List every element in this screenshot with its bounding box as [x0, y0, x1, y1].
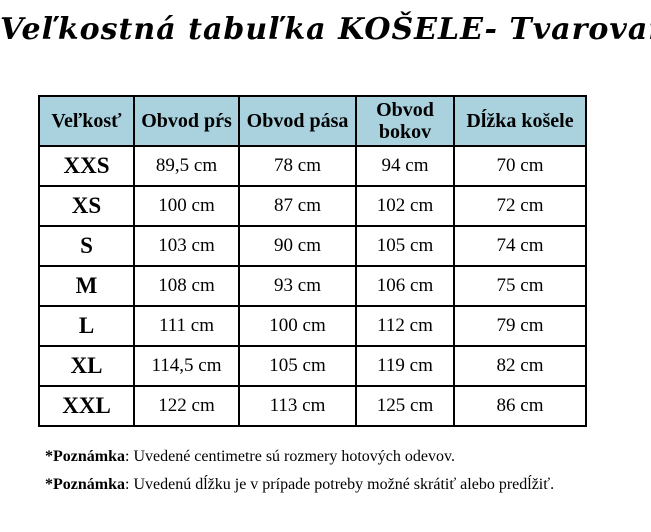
- waist-cell: 100 cm: [238, 305, 357, 347]
- note-line: *Poznámka: Uvedenú dĺžku je v prípade po…: [45, 471, 554, 499]
- note-text: : Uvedené centimetre sú rozmery hotových…: [125, 448, 455, 465]
- length-cell: 70 cm: [453, 145, 587, 187]
- waist-cell: 90 cm: [238, 225, 357, 267]
- chest-cell: 122 cm: [133, 385, 240, 427]
- length-cell: 74 cm: [453, 225, 587, 267]
- note-label: *Poznámka: [45, 448, 125, 465]
- table-row: M 108 cm 93 cm 106 cm 75 cm: [38, 265, 587, 307]
- hips-cell: 106 cm: [355, 265, 455, 307]
- waist-cell: 105 cm: [238, 345, 357, 387]
- size-cell: S: [38, 225, 135, 267]
- hips-cell: 94 cm: [355, 145, 455, 187]
- waist-cell: 78 cm: [238, 145, 357, 187]
- chest-cell: 103 cm: [133, 225, 240, 267]
- length-cell: 82 cm: [453, 345, 587, 387]
- size-table: Veľkosť Obvod pŕs Obvod pása Obvod bokov…: [38, 95, 587, 427]
- column-header-chest: Obvod pŕs: [133, 95, 240, 147]
- chest-cell: 108 cm: [133, 265, 240, 307]
- size-cell: M: [38, 265, 135, 307]
- note-text: : Uvedenú dĺžku je v prípade potreby mož…: [125, 476, 555, 493]
- size-cell: XXS: [38, 145, 135, 187]
- waist-cell: 93 cm: [238, 265, 357, 307]
- size-cell: XL: [38, 345, 135, 387]
- page-title: Veľkostná tabuľka KOŠELE- Tvarované: [0, 12, 651, 47]
- length-cell: 72 cm: [453, 185, 587, 227]
- size-cell: XS: [38, 185, 135, 227]
- footnotes: *Poznámka: Uvedené centimetre sú rozmery…: [45, 443, 554, 499]
- table-row: XS 100 cm 87 cm 102 cm 72 cm: [38, 185, 587, 227]
- length-cell: 75 cm: [453, 265, 587, 307]
- hips-cell: 119 cm: [355, 345, 455, 387]
- chest-cell: 114,5 cm: [133, 345, 240, 387]
- waist-cell: 87 cm: [238, 185, 357, 227]
- column-header-length: Dĺžka košele: [453, 95, 587, 147]
- column-header-hips: Obvod bokov: [355, 95, 455, 147]
- table-row: L 111 cm 100 cm 112 cm 79 cm: [38, 305, 587, 347]
- table-row: XL 114,5 cm 105 cm 119 cm 82 cm: [38, 345, 587, 387]
- column-header-waist: Obvod pása: [238, 95, 357, 147]
- chest-cell: 100 cm: [133, 185, 240, 227]
- size-cell: XXL: [38, 385, 135, 427]
- table-row: XXS 89,5 cm 78 cm 94 cm 70 cm: [38, 145, 587, 187]
- length-cell: 79 cm: [453, 305, 587, 347]
- hips-cell: 102 cm: [355, 185, 455, 227]
- size-cell: L: [38, 305, 135, 347]
- header-row: Veľkosť Obvod pŕs Obvod pása Obvod bokov…: [38, 95, 587, 147]
- length-cell: 86 cm: [453, 385, 587, 427]
- chest-cell: 89,5 cm: [133, 145, 240, 187]
- column-header-size: Veľkosť: [38, 95, 135, 147]
- chest-cell: 111 cm: [133, 305, 240, 347]
- hips-cell: 112 cm: [355, 305, 455, 347]
- hips-cell: 125 cm: [355, 385, 455, 427]
- note-label: *Poznámka: [45, 476, 125, 493]
- waist-cell: 113 cm: [238, 385, 357, 427]
- table-row: XXL 122 cm 113 cm 125 cm 86 cm: [38, 385, 587, 427]
- hips-cell: 105 cm: [355, 225, 455, 267]
- note-line: *Poznámka: Uvedené centimetre sú rozmery…: [45, 443, 554, 471]
- table-row: S 103 cm 90 cm 105 cm 74 cm: [38, 225, 587, 267]
